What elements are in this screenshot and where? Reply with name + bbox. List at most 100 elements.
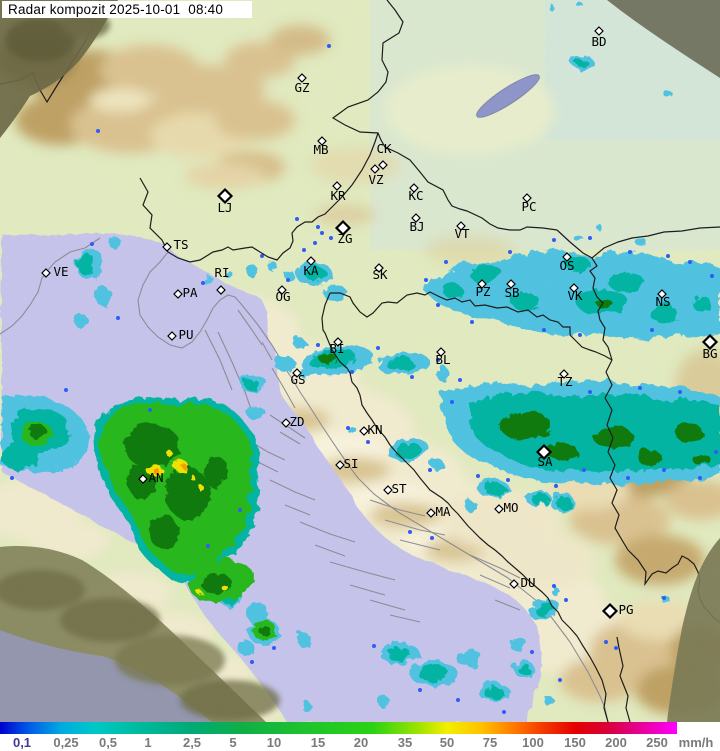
city-marker-icon	[411, 213, 421, 223]
city-st: ST	[383, 481, 407, 496]
legend-tick-1: 1	[144, 735, 152, 750]
city-label: BI	[329, 341, 344, 356]
city-label: BD	[591, 34, 606, 49]
city-sk: SK	[372, 263, 388, 282]
city-mb: MB	[313, 136, 329, 157]
city-marker-icon	[41, 268, 51, 278]
city-label: ZG	[337, 231, 352, 246]
city-marker-icon	[138, 474, 148, 484]
city-marker-icon	[562, 252, 572, 262]
legend-tick-0_25: 0,25	[53, 735, 79, 750]
city-marker-icon	[333, 337, 343, 347]
city-pc: PC	[521, 193, 537, 214]
city-label: VZ	[368, 172, 384, 187]
city-ts: TS	[162, 237, 189, 252]
cities-layer: GZ BD MB CK VZ KC PC LJ KR ZG BJ VT TS OS VE RI KA SK PA OG…	[41, 26, 719, 620]
city-label: SA	[537, 454, 553, 469]
city-label: KC	[408, 188, 423, 203]
title-bar: Radar kompozit 2025-10-01 08:40	[2, 1, 252, 18]
city-og: OG	[275, 285, 291, 304]
city-marker-icon	[569, 283, 579, 293]
city-bi: BI	[329, 337, 345, 356]
city-label: NS	[655, 294, 670, 309]
legend-tick-35: 35	[397, 735, 413, 750]
city-label: GS	[290, 372, 305, 387]
city-label: BL	[435, 352, 450, 367]
city-label: AN	[148, 470, 163, 485]
city-gs: GS	[290, 368, 306, 387]
city-vk: VK	[567, 283, 583, 303]
city-label: VK	[567, 288, 583, 303]
city-label: OG	[275, 289, 290, 304]
city-ve: VE	[41, 264, 69, 279]
city-label: KN	[367, 422, 382, 437]
city-lj: LJ	[216, 187, 234, 215]
city-label: RI	[214, 265, 229, 280]
city-label: DU	[520, 575, 535, 590]
city-label: ST	[391, 481, 407, 496]
city-label: LJ	[217, 200, 232, 215]
city-marker-icon	[594, 26, 604, 36]
legend-tick-0_5: 0,5	[98, 735, 118, 750]
city-du: DU	[509, 575, 536, 590]
city-pg: PG	[601, 602, 634, 620]
city-bj: BJ	[409, 213, 425, 234]
city-bd: BD	[591, 26, 607, 49]
city-label: PZ	[475, 284, 491, 299]
map-title: Radar kompozit 2025-10-01 08:40	[8, 2, 224, 17]
city-ns: NS	[655, 289, 671, 309]
city-marker-icon	[332, 181, 342, 191]
city-marker-icon	[297, 73, 307, 83]
legend-tick-250: 250	[646, 735, 668, 750]
legend-tick-150: 150	[564, 735, 586, 750]
city-label: MO	[503, 500, 518, 515]
city-label: SB	[504, 285, 519, 300]
city-marker-icon	[535, 443, 553, 461]
legend-tick-10: 10	[266, 735, 282, 750]
city-zd: ZD	[281, 414, 305, 429]
city-marker-icon	[657, 289, 667, 299]
city-label: KR	[330, 188, 346, 203]
city-gz: GZ	[294, 73, 310, 95]
city-label: TZ	[557, 374, 573, 389]
city-marker-icon	[378, 160, 388, 170]
city-marker-icon	[374, 263, 384, 273]
city-label: TS	[173, 237, 188, 252]
city-label: VT	[454, 226, 470, 241]
city-pa: PA	[173, 285, 198, 300]
city-marker-icon	[409, 183, 419, 193]
city-marker-icon	[292, 368, 302, 378]
city-mo: MO	[494, 500, 519, 515]
city-marker-icon	[509, 579, 519, 589]
legend-tick-15: 15	[310, 735, 326, 750]
city-an: AN	[138, 470, 164, 485]
city-kc: KC	[408, 183, 424, 203]
legend-tick-row: 0,1 0,25 0,5 1 2,5 5 10 15 20 35 50 75 100 150 200 250 m…	[0, 735, 720, 751]
city-marker-icon	[277, 285, 287, 295]
city-zg: ZG	[334, 219, 353, 246]
city-marker-icon	[334, 219, 352, 237]
city-kr: KR	[330, 181, 346, 203]
city-marker-icon	[306, 256, 316, 266]
city-sa: SA	[535, 443, 553, 469]
city-marker-icon	[359, 426, 369, 436]
city-tz: TZ	[557, 369, 573, 389]
city-marker-icon	[456, 221, 466, 231]
city-marker-icon	[559, 369, 569, 379]
city-si: SI	[335, 456, 359, 471]
legend-tick-5: 5	[229, 735, 237, 750]
city-label: KA	[303, 263, 319, 278]
city-pz: PZ	[475, 279, 491, 299]
legend-tick-2_5: 2,5	[182, 735, 202, 750]
city-bg: BG	[701, 333, 719, 361]
radar-map: GZ BD MB CK VZ KC PC LJ KR ZG BJ VT TS OS VE RI KA SK PA OG…	[0, 0, 720, 722]
city-marker-icon	[506, 279, 516, 289]
city-marker-icon	[522, 193, 532, 203]
city-vt: VT	[454, 221, 470, 241]
city-marker-icon	[601, 602, 619, 620]
city-kn: KN	[359, 422, 383, 437]
legend-tick-100: 100	[522, 735, 544, 750]
legend-tick-20: 20	[353, 735, 369, 750]
city-marker-icon	[167, 331, 177, 341]
city-ma: MA	[426, 504, 451, 519]
